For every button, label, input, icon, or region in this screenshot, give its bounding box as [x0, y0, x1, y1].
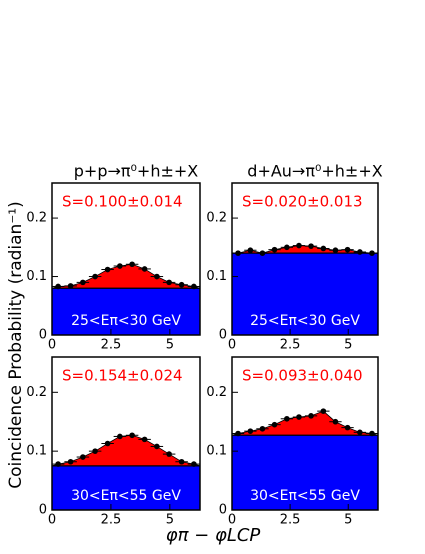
data-point: [332, 418, 339, 425]
y-tick-label: 0: [219, 503, 227, 518]
panel-title: d+Au→π⁰+h±+X: [247, 162, 382, 181]
energy-label: 25<Eπ<30 GeV: [250, 313, 360, 329]
data-point: [129, 432, 135, 439]
data-point: [154, 443, 160, 450]
data-point: [191, 283, 197, 290]
data-point: [178, 281, 185, 288]
data-point: [178, 458, 185, 465]
data-point: [166, 451, 172, 457]
y-tick-label: 0.2: [26, 385, 47, 400]
data-point: [296, 414, 302, 420]
data-point: [55, 461, 61, 467]
y-tick-label: 0: [219, 328, 227, 343]
y-tick-label: 0.2: [206, 211, 227, 226]
data-point: [154, 273, 160, 280]
data-point: [320, 245, 327, 252]
energy-label: 30<Eπ<55 GeV: [250, 488, 360, 504]
data-point: [55, 283, 61, 290]
data-point: [117, 263, 123, 269]
data-point: [166, 279, 172, 286]
x-tick-label: 0: [48, 513, 56, 528]
pedestal: [232, 253, 378, 335]
frame: [51, 356, 201, 511]
data-point: [141, 436, 148, 443]
data-point: [369, 430, 375, 437]
x-tick-label: 2.5: [280, 338, 301, 353]
annotation: S=0.020±0.013: [242, 193, 363, 211]
x-tick-label: 0: [228, 513, 236, 528]
panel-title: p+p→π⁰+h±+X: [74, 162, 199, 181]
annotation: S=0.154±0.024: [62, 367, 183, 385]
energy-label: 30<Eπ<55 GeV: [71, 488, 181, 504]
data-point: [104, 266, 111, 273]
frame: [51, 182, 201, 336]
pedestal: [52, 465, 200, 510]
data-point: [247, 428, 254, 434]
data-point: [357, 249, 363, 255]
x-tick-label: 5: [344, 338, 352, 353]
y-tick-label: 0.2: [206, 385, 227, 400]
data-point: [344, 246, 351, 253]
y-tick-label: 0: [39, 503, 47, 518]
annotation: S=0.093±0.040: [242, 367, 363, 385]
data-point: [369, 250, 375, 256]
y-axis-label: Coincidence Probability (radian⁻¹): [6, 201, 26, 489]
data-point: [129, 261, 135, 268]
data-point: [271, 421, 278, 428]
data-point: [284, 415, 290, 422]
data-point: [67, 283, 74, 289]
data-point: [235, 430, 241, 437]
annotation: S=0.100±0.014: [62, 193, 183, 211]
x-tick-label: 5: [166, 338, 174, 353]
data-point: [92, 273, 98, 280]
data-point: [247, 247, 254, 254]
data-point: [67, 458, 74, 465]
x-tick-label: 5: [344, 513, 352, 528]
data-point: [92, 448, 98, 454]
y-tick-label: 0.1: [26, 269, 47, 284]
x-tick-label: 2.5: [101, 513, 122, 528]
y-tick-label: 0.1: [206, 269, 227, 284]
data-point: [344, 424, 351, 431]
y-tick-label: 0.1: [26, 444, 47, 459]
data-point: [141, 266, 148, 272]
data-point: [80, 454, 86, 460]
energy-label: 25<Eπ<30 GeV: [71, 313, 181, 329]
data-point: [357, 429, 363, 436]
x-axis-label: φπ − φLCP: [166, 525, 261, 546]
data-point: [320, 408, 327, 414]
data-point: [308, 413, 314, 419]
data-point: [117, 433, 123, 440]
x-tick-label: 2.5: [101, 338, 122, 353]
data-point: [80, 279, 86, 286]
x-tick-label: 0: [228, 338, 236, 353]
pedestal: [52, 288, 200, 335]
data-point: [308, 243, 314, 249]
frame: [231, 182, 379, 336]
y-tick-label: 0.1: [206, 444, 227, 459]
data-point: [104, 440, 111, 447]
data-point: [332, 247, 339, 254]
data-point: [259, 425, 266, 432]
y-tick-label: 0: [39, 328, 47, 343]
data-point: [271, 246, 278, 253]
x-tick-label: 5: [166, 513, 174, 528]
data-point: [259, 250, 266, 256]
data-point: [191, 461, 197, 467]
x-tick-label: 0: [48, 338, 56, 353]
signal-area: [231, 410, 379, 436]
data-point: [235, 250, 241, 256]
data-point: [296, 242, 302, 249]
data-point: [284, 244, 290, 251]
pedestal: [232, 435, 378, 510]
y-tick-label: 0.2: [26, 211, 47, 226]
x-tick-label: 2.5: [280, 513, 301, 528]
